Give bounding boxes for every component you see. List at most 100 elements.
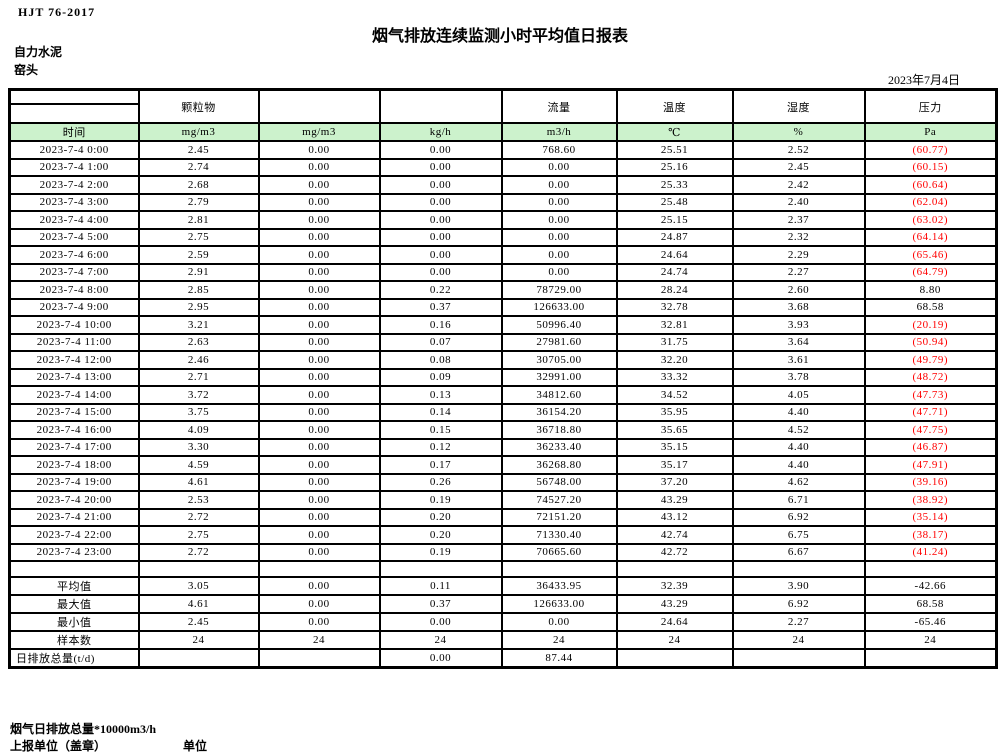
hour-row-value: 0.00: [257, 507, 381, 527]
hour-row-value: (38.17): [863, 525, 998, 545]
hour-row: 2023-7-4 5:00 2.75 0.00 0.00 0.00 24.87 2.32 (6…: [8, 227, 998, 247]
hour-row-value: 72151.20: [500, 507, 618, 527]
header-row-top: 颗粒物 流量 温度 湿度 压力: [8, 88, 998, 124]
summary-row: 日排放总量(t/d) 0.00 87.44: [8, 648, 998, 669]
hour-row: 2023-7-4 17:00 3.30 0.00 0.12 36233.40 35.15 4…: [8, 437, 998, 457]
hour-row-value: 32991.00: [500, 367, 618, 387]
hour-row: 2023-7-4 10:00 3.21 0.00 0.16 50996.40 32.81 3…: [8, 315, 998, 335]
hour-row: 2023-7-4 3:00 2.79 0.00 0.00 0.00 25.48 2.40 (6…: [8, 192, 998, 212]
hour-row-value: 0.00: [257, 542, 381, 562]
hour-row-value: 25.15: [615, 210, 734, 230]
hour-row-value: 2.72: [137, 542, 260, 562]
hour-row-value: 4.61: [137, 472, 260, 492]
hour-row: 2023-7-4 22:00 2.75 0.00 0.20 71330.40 42.74 6…: [8, 525, 998, 545]
hour-row-label: 2023-7-4 0:00: [8, 140, 140, 160]
hour-row-value: 0.00: [257, 437, 381, 457]
hour-row-value: 27981.60: [500, 332, 618, 352]
hour-row-value: 74527.20: [500, 490, 618, 510]
hour-row-value: 0.19: [378, 542, 503, 562]
hour-row-value: 0.26: [378, 472, 503, 492]
hour-row-value: 0.00: [257, 367, 381, 387]
summary-row: [8, 560, 998, 578]
hour-row-value: 4.40: [731, 455, 866, 475]
hour-row-value: 68.58: [863, 297, 998, 317]
hour-row-value: 6.67: [731, 542, 866, 562]
summary-row-value: 2.27: [731, 612, 866, 632]
hour-row-value: 0.20: [378, 525, 503, 545]
hour-row-value: 2.52: [731, 140, 866, 160]
hour-row-value: 2.42: [731, 175, 866, 195]
hour-row-value: 2.45: [137, 140, 260, 160]
time-header-top-cell: [8, 88, 140, 105]
summary-row-value: [615, 560, 734, 578]
hour-row-value: 0.20: [378, 507, 503, 527]
hour-row-value: 4.40: [731, 437, 866, 457]
summary-row-label: [8, 560, 140, 578]
summary-row-value: 6.92: [731, 594, 866, 614]
hour-row-value: 0.00: [500, 192, 618, 212]
hour-row-value: 0.00: [257, 210, 381, 230]
hour-row-value: 2.75: [137, 227, 260, 247]
hour-row-value: 25.16: [615, 157, 734, 177]
report-date: 2023年7月4日: [887, 73, 960, 87]
hour-row-value: 0.00: [257, 350, 381, 370]
hour-row: 2023-7-4 1:00 2.74 0.00 0.00 0.00 25.16 2.45 (6…: [8, 157, 998, 177]
summary-row: 样本数 24 24 24 24 24 24 24: [8, 630, 998, 650]
hour-row-label: 2023-7-4 1:00: [8, 157, 140, 177]
hour-row: 2023-7-4 6:00 2.59 0.00 0.00 0.00 24.64 2.29 (6…: [8, 245, 998, 265]
hour-row-label: 2023-7-4 23:00: [8, 542, 140, 562]
hour-row-value: 0.19: [378, 490, 503, 510]
hour-row-label: 2023-7-4 19:00: [8, 472, 140, 492]
hour-row-value: 24.87: [615, 227, 734, 247]
hour-row-value: 0.00: [257, 472, 381, 492]
summary-row-value: [863, 648, 998, 669]
hour-row-value: 3.21: [137, 315, 260, 335]
footnote: 烟气日排放总量*10000m3/h: [10, 722, 157, 736]
hour-row: 2023-7-4 0:00 2.45 0.00 0.00 768.60 25.51 2.52…: [8, 140, 998, 160]
summary-row-value: 87.44: [500, 648, 618, 669]
hour-row-value: 0.00: [378, 210, 503, 230]
hour-row-label: 2023-7-4 6:00: [8, 245, 140, 265]
hour-row-label: 2023-7-4 18:00: [8, 455, 140, 475]
hour-row-value: 8.80: [863, 280, 998, 300]
hour-row: 2023-7-4 13:00 2.71 0.00 0.09 32991.00 33.32 3…: [8, 367, 998, 387]
hour-row-value: (47.71): [863, 402, 998, 422]
summary-row-value: 24: [500, 630, 618, 650]
hour-row: 2023-7-4 20:00 2.53 0.00 0.19 74527.20 43.29 6…: [8, 490, 998, 510]
summary-row-value: 0.00: [378, 648, 503, 669]
summary-row-value: 24: [257, 630, 381, 650]
summary-row-value: [378, 560, 503, 578]
hour-row-label: 2023-7-4 13:00: [8, 367, 140, 387]
hour-row-value: 0.13: [378, 385, 503, 405]
hour-row-value: 4.59: [137, 455, 260, 475]
hour-row-value: 0.00: [257, 280, 381, 300]
hour-row-value: 0.00: [257, 140, 381, 160]
unit-celsius: ℃: [615, 122, 734, 142]
hour-row-value: 6.71: [731, 490, 866, 510]
report-unit-label: 上报单位（盖章）: [10, 739, 107, 753]
hour-row-value: 0.00: [257, 157, 381, 177]
hour-row-value: 0.00: [378, 140, 503, 160]
hour-row-value: 3.30: [137, 437, 260, 457]
hour-row-value: 2.74: [137, 157, 260, 177]
hour-row-value: 0.00: [378, 192, 503, 212]
hour-row-value: 0.37: [378, 297, 503, 317]
summary-row-value: [137, 560, 260, 578]
summary-row-value: 2.45: [137, 612, 260, 632]
summary-row-value: 24: [731, 630, 866, 650]
data-rows: 2023-7-4 0:00 2.45 0.00 0.00 768.60 25.51 2.52…: [8, 140, 998, 562]
group-header-blank-2: [378, 88, 503, 124]
hour-row-value: 2.32: [731, 227, 866, 247]
unit-mgm3: mg/m3: [257, 122, 381, 142]
hour-row-value: 32.78: [615, 297, 734, 317]
company-name: 自力水泥: [14, 45, 63, 59]
hour-row: 2023-7-4 9:00 2.95 0.00 0.37 126633.00 32.78 3…: [8, 297, 998, 317]
hour-row-label: 2023-7-4 4:00: [8, 210, 140, 230]
summary-row-value: 24: [863, 630, 998, 650]
header-row-bottom: [8, 103, 997, 124]
hour-row-value: 33.32: [615, 367, 734, 387]
hour-row-value: 0.00: [500, 175, 618, 195]
hour-row-label: 2023-7-4 20:00: [8, 490, 140, 510]
hour-row-value: 0.00: [500, 245, 618, 265]
hour-row-value: (49.79): [863, 350, 998, 370]
